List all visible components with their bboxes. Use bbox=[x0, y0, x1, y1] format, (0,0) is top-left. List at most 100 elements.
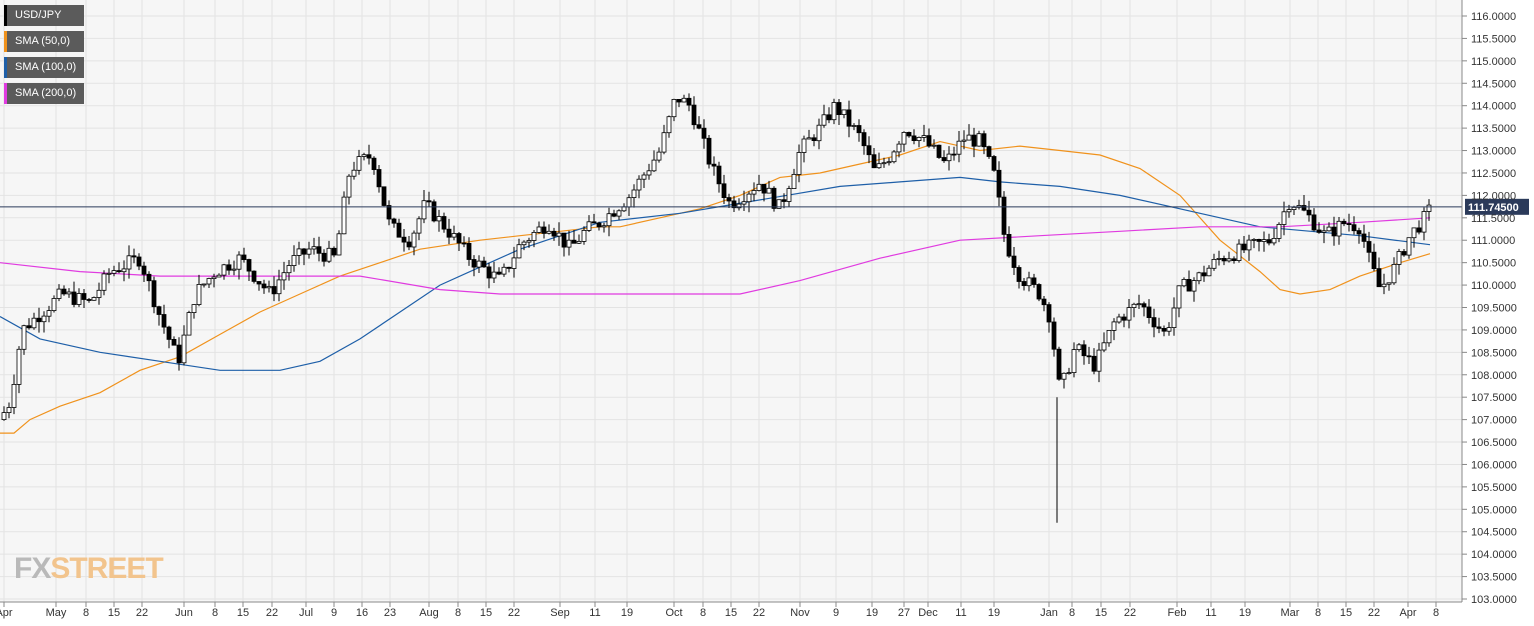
candle bbox=[541, 221, 547, 239]
candle-body bbox=[1301, 205, 1307, 211]
candle bbox=[1271, 228, 1277, 246]
x-tick-label: 22 bbox=[1368, 607, 1380, 619]
candle-body bbox=[1346, 223, 1352, 226]
candle-body bbox=[1121, 316, 1127, 321]
candle bbox=[1071, 342, 1077, 378]
candle-body bbox=[1041, 298, 1047, 306]
candle bbox=[736, 198, 742, 211]
candle-body bbox=[231, 268, 237, 271]
candle bbox=[1351, 216, 1357, 235]
candle-body bbox=[226, 264, 232, 271]
y-tick-label: 113.5000 bbox=[1471, 123, 1516, 135]
legend-item-sma50[interactable]: SMA (50,0) bbox=[4, 31, 85, 52]
candle-body bbox=[421, 200, 427, 220]
candle bbox=[261, 279, 267, 294]
candle bbox=[1416, 220, 1422, 235]
y-tick-label: 103.0000 bbox=[1471, 594, 1517, 606]
candle bbox=[1061, 372, 1067, 389]
candle-body bbox=[11, 383, 17, 408]
candle bbox=[716, 161, 722, 193]
candle-body bbox=[1001, 196, 1007, 235]
y-tick-label: 114.5000 bbox=[1471, 78, 1516, 90]
candle bbox=[1276, 222, 1282, 243]
candle-body bbox=[401, 236, 407, 243]
x-tick-label: 15 bbox=[725, 607, 737, 619]
candle bbox=[791, 168, 797, 189]
candle-body bbox=[631, 189, 637, 198]
candle bbox=[1411, 227, 1417, 248]
candle bbox=[1331, 216, 1337, 246]
candle bbox=[31, 312, 37, 330]
candle-body bbox=[1331, 226, 1337, 237]
candle bbox=[221, 263, 227, 280]
candle-body bbox=[1096, 349, 1102, 372]
candle bbox=[741, 190, 747, 211]
candle bbox=[36, 307, 42, 333]
candle-body bbox=[586, 221, 592, 231]
x-tick-label: 8 bbox=[1315, 607, 1321, 619]
y-tick-label: 106.5000 bbox=[1471, 437, 1517, 449]
candle-body bbox=[561, 232, 567, 248]
candle-body bbox=[901, 131, 907, 145]
candle bbox=[1051, 317, 1057, 357]
candle bbox=[1116, 313, 1122, 324]
candle-body bbox=[691, 104, 697, 126]
candle bbox=[871, 148, 877, 169]
candle-body bbox=[351, 169, 357, 177]
candle-body bbox=[296, 248, 302, 256]
candle-body bbox=[1031, 277, 1037, 285]
y-axis: 116.0000 115.5000 115.0000 114.5000 114.0000… bbox=[1461, 0, 1517, 606]
y-tick-label: 108.5000 bbox=[1471, 347, 1517, 359]
candle bbox=[546, 224, 552, 235]
y-tick-label: 104.0000 bbox=[1471, 549, 1517, 561]
candle bbox=[346, 174, 352, 205]
y-tick-label: 116.0000 bbox=[1471, 11, 1516, 23]
legend-item-sma200[interactable]: SMA (200,0) bbox=[4, 83, 85, 104]
candle bbox=[361, 152, 367, 161]
candle-body bbox=[36, 317, 42, 323]
candle-body bbox=[406, 241, 412, 248]
candle-body bbox=[1116, 316, 1122, 323]
candle-body bbox=[1036, 284, 1042, 300]
legend-item-sma100[interactable]: SMA (100,0) bbox=[4, 57, 85, 78]
candle-body bbox=[926, 135, 932, 147]
candle-body bbox=[1356, 230, 1362, 235]
candle-body bbox=[386, 205, 392, 220]
candle bbox=[681, 94, 687, 103]
y-tick-label: 108.0000 bbox=[1471, 370, 1517, 382]
candle-body bbox=[891, 151, 897, 163]
candle bbox=[921, 124, 927, 142]
candle-body bbox=[566, 239, 572, 248]
legend-item-usdjpy[interactable]: USD/JPY bbox=[4, 5, 85, 26]
x-tick-label: 11 bbox=[955, 607, 966, 619]
candle bbox=[1181, 277, 1187, 288]
candle bbox=[176, 337, 182, 371]
candle bbox=[1196, 271, 1202, 285]
candle bbox=[471, 255, 477, 277]
candle bbox=[1056, 346, 1062, 381]
candle-body bbox=[656, 151, 662, 161]
candle-body bbox=[661, 132, 667, 153]
candle-body bbox=[1396, 251, 1402, 265]
candle-body bbox=[16, 348, 22, 385]
candle bbox=[56, 284, 62, 302]
candle-body bbox=[1241, 243, 1247, 251]
candle bbox=[1001, 191, 1007, 242]
sma-line-100 bbox=[0, 176, 1431, 371]
candle bbox=[76, 288, 82, 308]
candle bbox=[481, 256, 487, 268]
logo-fx: FX bbox=[14, 552, 51, 585]
candle bbox=[751, 182, 757, 202]
candle bbox=[876, 152, 882, 169]
candle bbox=[991, 155, 997, 172]
candle bbox=[1406, 237, 1412, 259]
x-tick-label: 8 bbox=[212, 607, 218, 619]
candle bbox=[1156, 317, 1162, 334]
candle bbox=[826, 107, 832, 124]
candle-body bbox=[601, 225, 607, 228]
candle-body bbox=[741, 201, 747, 205]
candle-body bbox=[291, 255, 297, 267]
candle bbox=[766, 180, 772, 194]
